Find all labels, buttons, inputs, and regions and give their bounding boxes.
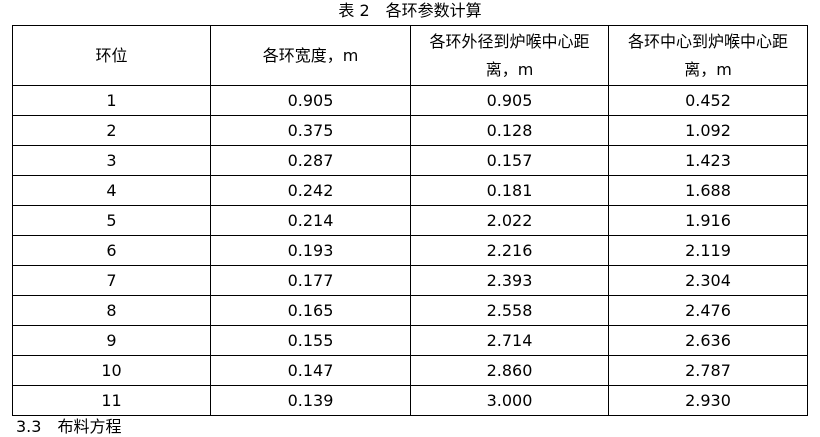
table-cell: 0.214 <box>210 205 411 236</box>
table-cell: 0.905 <box>410 85 609 116</box>
table-cell: 0.165 <box>210 295 411 326</box>
table-cell: 0.177 <box>210 265 411 296</box>
table-cell: 0.193 <box>210 235 411 266</box>
table-cell: 6 <box>12 235 211 266</box>
table-cell: 0.242 <box>210 175 411 206</box>
table-cell: 2.636 <box>608 325 808 356</box>
table-cell: 0.287 <box>210 145 411 176</box>
table-cell: 2 <box>12 115 211 146</box>
table-cell: 2.119 <box>608 235 808 266</box>
table-cell: 2.476 <box>608 295 808 326</box>
table-cell: 0.139 <box>210 385 411 416</box>
header-cell: 各环外径到炉喉中心距离，m <box>410 25 609 86</box>
table-cell: 0.128 <box>410 115 609 146</box>
header-cell: 环位 <box>12 25 211 86</box>
table-cell: 2.714 <box>410 325 609 356</box>
table-cell: 0.155 <box>210 325 411 356</box>
table-cell: 0.147 <box>210 355 411 386</box>
table-cell: 2.930 <box>608 385 808 416</box>
table-row: 9 0.155 2.714 2.636 <box>12 325 808 356</box>
table-cell: 2.393 <box>410 265 609 296</box>
table-row: 5 0.214 2.022 1.916 <box>12 205 808 236</box>
table-cell: 7 <box>12 265 211 296</box>
table-cell: 2.787 <box>608 355 808 386</box>
table-cell: 4 <box>12 175 211 206</box>
table-row: 11 0.139 3.000 2.930 <box>12 385 808 416</box>
table-cell: 3 <box>12 145 211 176</box>
table-cell: 5 <box>12 205 211 236</box>
table-cell: 11 <box>12 385 211 416</box>
table-cell: 1.688 <box>608 175 808 206</box>
table-row: 4 0.242 0.181 1.688 <box>12 175 808 206</box>
table-cell: 3.000 <box>410 385 609 416</box>
table-cell: 9 <box>12 325 211 356</box>
table-title: 表 2 各环参数计算 <box>338 1 482 20</box>
table-cell: 10 <box>12 355 211 386</box>
table-cell: 2.558 <box>410 295 609 326</box>
table-row: 10 0.147 2.860 2.787 <box>12 355 808 386</box>
page: 表 2 各环参数计算 环位 各环宽度，m 各环外径到炉喉中心距离，m 各环中心到炉喉中… <box>12 1 808 436</box>
table-cell: 0.905 <box>210 85 411 116</box>
table-cell: 2.216 <box>410 235 609 266</box>
table-cell: 2.860 <box>410 355 609 386</box>
table-row: 8 0.165 2.558 2.476 <box>12 295 808 326</box>
header-row: 环位 各环宽度，m 各环外径到炉喉中心距离，m 各环中心到炉喉中心距离，m <box>12 25 808 86</box>
header-cell: 各环中心到炉喉中心距离，m <box>608 25 808 86</box>
section-heading: 3.3 布料方程 <box>16 417 122 436</box>
header-cell: 各环宽度，m <box>210 25 411 86</box>
table-row: 1 0.905 0.905 0.452 <box>12 85 808 116</box>
table-row: 6 0.193 2.216 2.119 <box>12 235 808 266</box>
table-cell: 0.181 <box>410 175 609 206</box>
table-cell: 1.423 <box>608 145 808 176</box>
table-cell: 2.022 <box>410 205 609 236</box>
table-cell: 0.375 <box>210 115 411 146</box>
table: 环位 各环宽度，m 各环外径到炉喉中心距离，m 各环中心到炉喉中心距离，m 1 0.90… <box>12 25 808 416</box>
table-cell: 1 <box>12 85 211 116</box>
table-cell: 8 <box>12 295 211 326</box>
table-row: 3 0.287 0.157 1.423 <box>12 145 808 176</box>
table-cell: 1.092 <box>608 115 808 146</box>
table-cell: 1.916 <box>608 205 808 236</box>
table-row: 7 0.177 2.393 2.304 <box>12 265 808 296</box>
table-cell: 0.452 <box>608 85 808 116</box>
table-body: 1 0.905 0.905 0.452 2 0.375 0.128 1.092 3 0.287 0.… <box>12 85 808 416</box>
table-row: 2 0.375 0.128 1.092 <box>12 115 808 146</box>
table-cell: 2.304 <box>608 265 808 296</box>
table-cell: 0.157 <box>410 145 609 176</box>
